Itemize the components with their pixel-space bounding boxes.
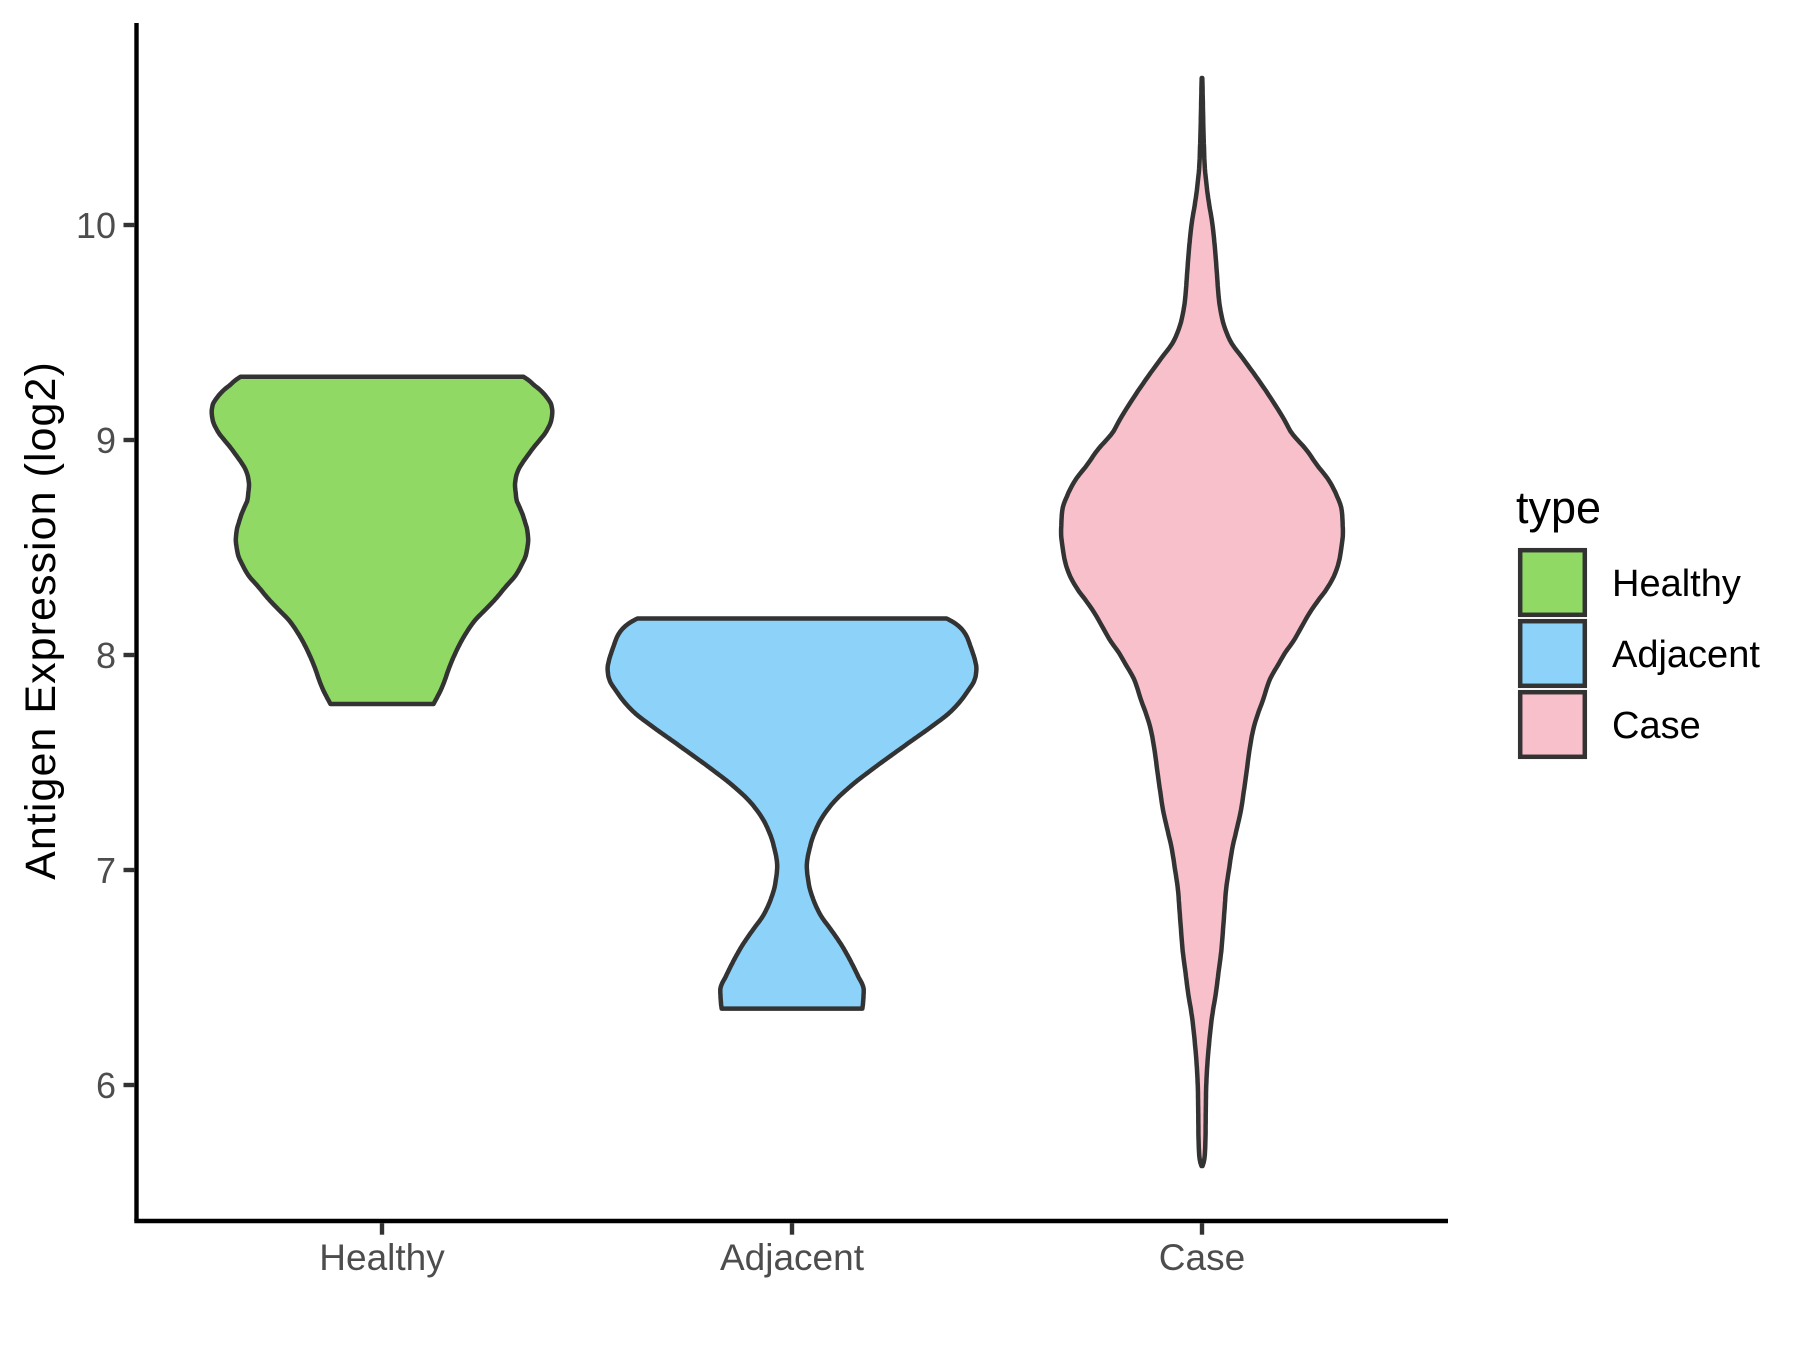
svg-text:Healthy: Healthy — [1612, 563, 1741, 605]
svg-text:8: 8 — [96, 635, 116, 676]
svg-text:9: 9 — [96, 420, 116, 461]
svg-text:type: type — [1516, 482, 1601, 533]
svg-text:Healthy: Healthy — [319, 1237, 445, 1278]
svg-text:Adjacent: Adjacent — [1612, 634, 1760, 676]
svg-text:Case: Case — [1159, 1237, 1245, 1278]
svg-text:10: 10 — [76, 205, 116, 246]
svg-text:Case: Case — [1612, 705, 1701, 747]
svg-text:6: 6 — [96, 1065, 116, 1106]
svg-text:Adjacent: Adjacent — [720, 1237, 865, 1278]
svg-text:7: 7 — [96, 850, 116, 891]
svg-text:Antigen Expression (log2): Antigen Expression (log2) — [17, 361, 65, 880]
